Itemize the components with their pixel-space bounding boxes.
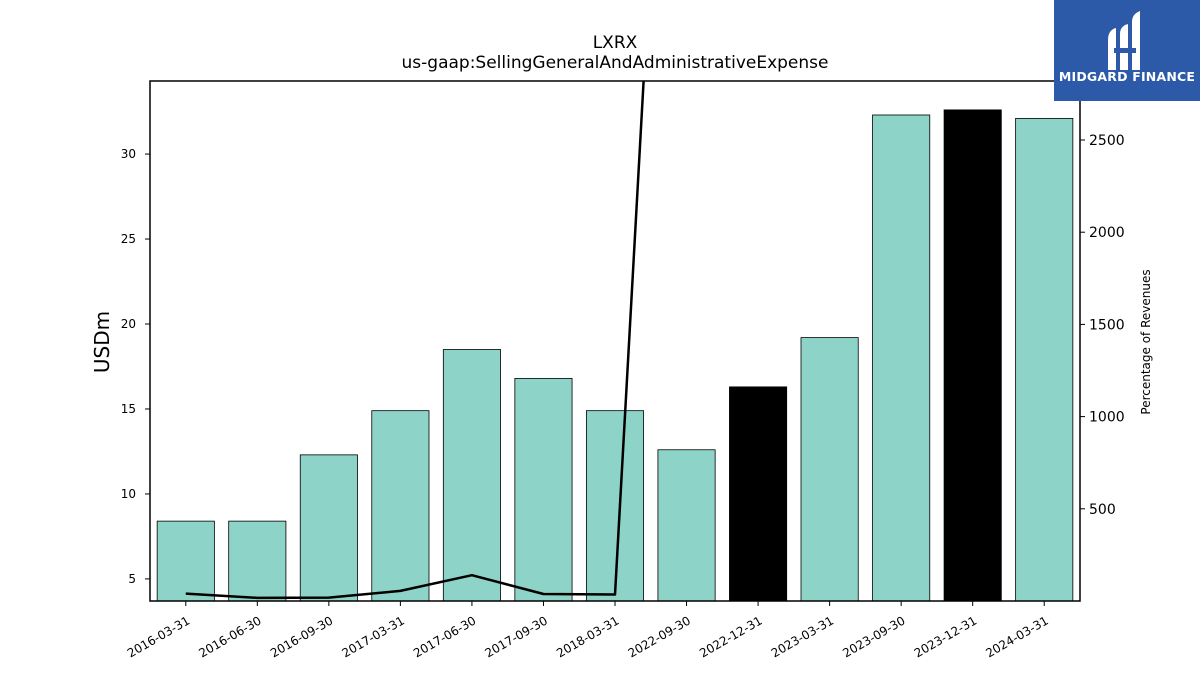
x-tick-label: 2022-12-31 xyxy=(697,613,764,660)
x-tick-label: 2017-06-30 xyxy=(411,613,478,660)
bar-2022-09-30 xyxy=(657,449,716,602)
bar-2023-12-31 xyxy=(943,109,1002,602)
bar-2024-03-31 xyxy=(1015,117,1074,602)
bar-2018-03-31 xyxy=(585,410,645,602)
y2-tick-label: 500 xyxy=(1089,502,1116,518)
x-tick-label: 2016-06-30 xyxy=(196,613,263,660)
bar-2023-09-30 xyxy=(872,114,931,602)
x-tick-label: 2024-03-31 xyxy=(983,613,1050,660)
x-tick-label: 2023-09-30 xyxy=(840,613,907,660)
y2-tick-label: 2500 xyxy=(1089,133,1125,149)
chart-title: LXRX xyxy=(593,33,638,53)
y2-tick-label: 1500 xyxy=(1089,317,1125,333)
midgard-finance-logo: MIDGARD FINANCE xyxy=(1054,0,1200,101)
y-tick-label: 10 xyxy=(121,487,136,501)
x-tick-label: 2023-03-31 xyxy=(769,613,836,660)
x-tick-label: 2023-12-31 xyxy=(912,613,979,660)
y2-axis-label: Percentage of Revenues xyxy=(1139,269,1153,414)
y-tick-label: 25 xyxy=(121,232,136,246)
x-tick-label: 2016-03-31 xyxy=(125,613,192,660)
bar-2016-03-31 xyxy=(156,520,215,602)
bar-2017-09-30 xyxy=(514,377,573,602)
midgard-logo-icon xyxy=(1108,11,1140,70)
bar-2017-06-30 xyxy=(442,349,501,602)
bar-2016-06-30 xyxy=(228,520,287,602)
x-tick-label: 2017-03-31 xyxy=(339,613,406,660)
x-tick-label: 2018-03-31 xyxy=(554,613,621,660)
percentage-of-revenues-line xyxy=(185,81,645,600)
y-tick-label: 30 xyxy=(121,147,136,161)
x-tick-label: 2022-09-30 xyxy=(626,613,693,660)
logo-text: MIDGARD FINANCE xyxy=(1058,69,1196,84)
y2-tick-label: 2000 xyxy=(1089,225,1125,241)
bar-2017-03-31 xyxy=(371,410,430,602)
bar-2022-12-31 xyxy=(729,386,788,602)
chart-subtitle: us-gaap:SellingGeneralAndAdministrativeE… xyxy=(402,53,829,73)
y-axis-label: USDm xyxy=(90,311,114,373)
bar-2023-03-31 xyxy=(800,337,859,602)
y-tick-label: 5 xyxy=(128,572,136,586)
y-tick-label: 20 xyxy=(121,317,136,331)
x-tick-label: 2017-09-30 xyxy=(483,613,550,660)
y2-tick-label: 1000 xyxy=(1089,410,1125,426)
x-tick-label: 2016-09-30 xyxy=(268,613,335,660)
bar-2016-09-30 xyxy=(299,454,358,602)
y-tick-label: 15 xyxy=(121,402,136,416)
